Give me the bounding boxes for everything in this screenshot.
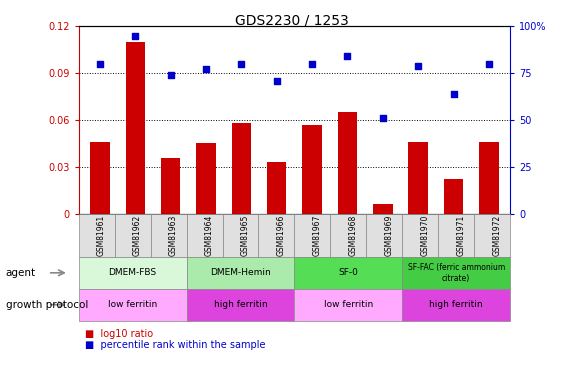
Text: ■  percentile rank within the sample: ■ percentile rank within the sample	[85, 340, 265, 350]
Bar	[479, 142, 498, 214]
Text: GSM81965: GSM81965	[241, 214, 250, 256]
Text: low ferritin: low ferritin	[108, 300, 157, 309]
Bar	[196, 144, 216, 214]
Bar	[373, 204, 392, 214]
Bar	[90, 142, 110, 214]
Text: GSM81968: GSM81968	[349, 214, 357, 256]
Point	[272, 78, 282, 84]
Text: DMEM-Hemin: DMEM-Hemin	[210, 268, 271, 278]
Bar	[125, 42, 145, 214]
Bar	[444, 179, 463, 214]
Bar	[267, 162, 286, 214]
Text: GSM81963: GSM81963	[168, 214, 178, 256]
Point	[131, 33, 140, 39]
Text: GSM81970: GSM81970	[420, 214, 429, 256]
Text: GDS2230 / 1253: GDS2230 / 1253	[234, 13, 349, 27]
Point	[166, 72, 175, 78]
Bar	[161, 158, 180, 214]
Point	[237, 61, 246, 67]
Text: growth protocol: growth protocol	[6, 300, 88, 310]
Bar	[303, 124, 322, 214]
Text: GSM81961: GSM81961	[97, 214, 106, 256]
Text: GSM81964: GSM81964	[205, 214, 213, 256]
Point	[484, 61, 494, 67]
Text: GSM81969: GSM81969	[384, 214, 394, 256]
Text: SF-0: SF-0	[338, 268, 359, 278]
Point	[343, 53, 352, 59]
Text: GSM81962: GSM81962	[132, 214, 142, 256]
Text: agent: agent	[6, 268, 36, 278]
Text: low ferritin: low ferritin	[324, 300, 373, 309]
Text: ■  log10 ratio: ■ log10 ratio	[85, 329, 153, 339]
Bar	[338, 112, 357, 214]
Point	[307, 61, 317, 67]
Text: GSM81971: GSM81971	[456, 214, 465, 256]
Text: DMEM-FBS: DMEM-FBS	[108, 268, 157, 278]
Text: SF-FAC (ferric ammonium
citrate): SF-FAC (ferric ammonium citrate)	[408, 263, 505, 282]
Point	[201, 66, 210, 72]
Point	[449, 91, 458, 97]
Bar	[231, 123, 251, 214]
Point	[413, 63, 423, 69]
Text: high ferritin: high ferritin	[214, 300, 267, 309]
Text: GSM81972: GSM81972	[492, 214, 501, 256]
Point	[95, 61, 104, 67]
Point	[378, 115, 388, 121]
Text: GSM81967: GSM81967	[312, 214, 321, 256]
Text: GSM81966: GSM81966	[276, 214, 286, 256]
Text: high ferritin: high ferritin	[430, 300, 483, 309]
Bar	[409, 142, 428, 214]
